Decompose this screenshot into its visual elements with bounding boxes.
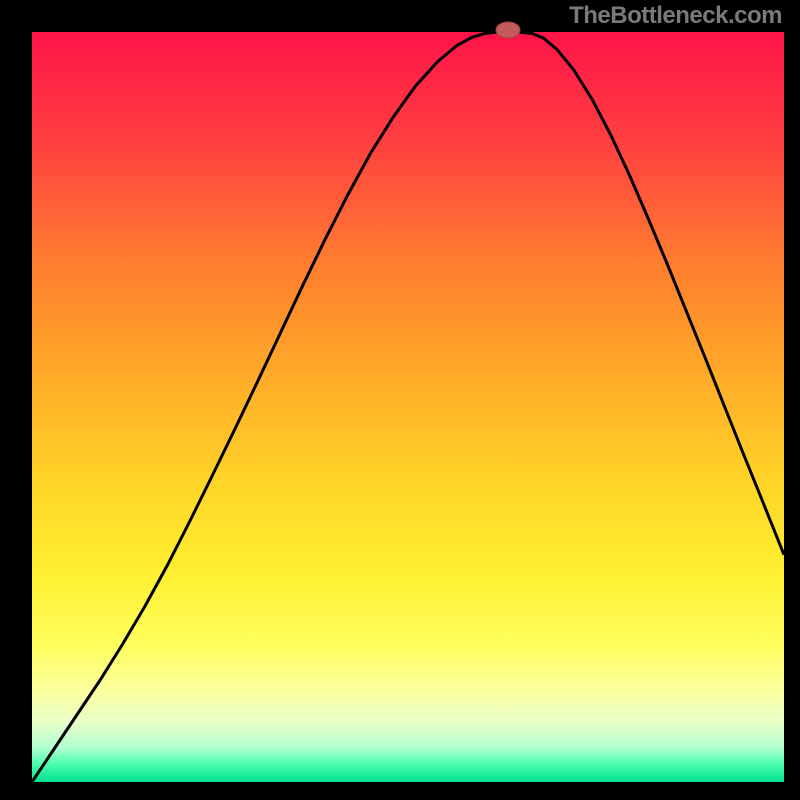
- bottleneck-chart: [0, 0, 800, 800]
- plot-background: [32, 32, 784, 782]
- watermark-text: TheBottleneck.com: [569, 2, 782, 30]
- optimum-marker: [496, 22, 520, 38]
- chart-container: TheBottleneck.com: [0, 0, 800, 800]
